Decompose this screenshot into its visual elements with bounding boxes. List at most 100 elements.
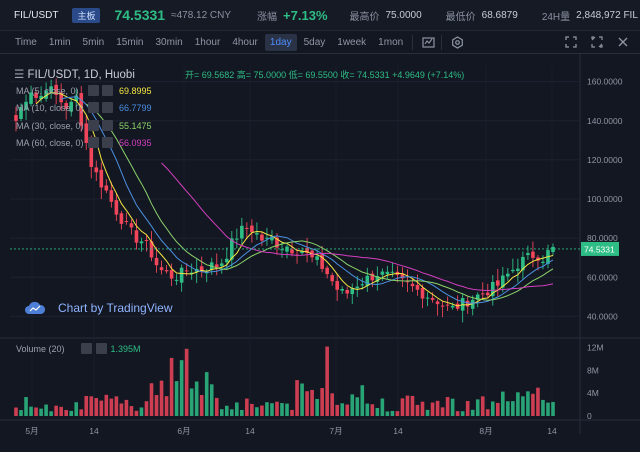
volume-bar xyxy=(360,385,365,416)
close-icon[interactable] xyxy=(102,120,113,131)
volume-bar xyxy=(516,392,520,416)
tf-5min[interactable]: 5min xyxy=(82,36,105,48)
screenshot-icon[interactable] xyxy=(588,33,606,51)
candle xyxy=(490,281,495,297)
candle xyxy=(360,284,365,286)
tf-time[interactable]: Time xyxy=(15,36,37,48)
volume-bar xyxy=(275,401,279,416)
volume-bar xyxy=(485,409,490,416)
volume-bar xyxy=(134,410,139,416)
volume-bar xyxy=(174,381,179,416)
candle xyxy=(410,283,415,287)
volume-bar xyxy=(219,409,224,416)
ma-legend-5: MA (5, close, 0) 69.8995 xyxy=(16,85,152,96)
candle xyxy=(109,190,114,202)
eye-icon[interactable] xyxy=(88,102,99,113)
candle xyxy=(79,93,84,126)
candle xyxy=(164,270,169,272)
tf-1mon[interactable]: 1mon xyxy=(378,36,404,48)
close-icon[interactable] xyxy=(614,33,632,51)
chart-area[interactable]: 160.0000 140.0000 120.0000 100.0000 80.0000 6… xyxy=(0,54,640,452)
fullscreen-icon[interactable] xyxy=(562,33,580,51)
volume-bar xyxy=(400,398,405,416)
tf-30min[interactable]: 30min xyxy=(155,36,183,48)
volume-bar xyxy=(29,406,33,416)
tf-1hour[interactable]: 1hour xyxy=(194,36,221,48)
current-price-label: 74.5331 xyxy=(584,244,615,254)
close-icon[interactable] xyxy=(102,102,113,113)
candle xyxy=(74,95,79,102)
candle xyxy=(495,280,500,286)
current-price-tag xyxy=(581,241,619,256)
tf-15min[interactable]: 15min xyxy=(116,36,144,48)
ohlc-readout: 开= 69.5682 高= 75.0000 低= 69.5500 收= 74.5… xyxy=(185,70,465,80)
volume-bar xyxy=(149,383,154,416)
candle xyxy=(240,225,244,239)
tradingview-watermark[interactable]: Chart by TradingView xyxy=(24,300,173,316)
volume-bar xyxy=(44,404,48,416)
volume-bar xyxy=(475,399,480,416)
volume-bar xyxy=(395,411,400,416)
volume-bar xyxy=(320,388,324,416)
price-tick-label: 40.0000 xyxy=(587,311,618,321)
volume-bar xyxy=(460,411,465,416)
eye-icon[interactable] xyxy=(88,85,99,96)
last-price: 74.5331 xyxy=(114,7,166,23)
candle xyxy=(390,271,395,273)
candle xyxy=(54,84,58,95)
candlestick-chart[interactable]: 160.0000 140.0000 120.0000 100.0000 80.0000 6… xyxy=(0,54,640,452)
volume-bar xyxy=(159,380,164,416)
date-tick-label: 14 xyxy=(245,426,255,436)
candle xyxy=(24,101,28,110)
indicators-icon[interactable] xyxy=(419,33,437,51)
price-tick-label: 80.0000 xyxy=(587,233,618,243)
ma-legend-60: MA (60, close, 0) 56.0935 xyxy=(16,137,152,148)
volume-bar xyxy=(280,403,284,416)
candle xyxy=(179,267,184,283)
candle xyxy=(531,251,535,258)
tf-5day[interactable]: 5day xyxy=(303,36,326,48)
candle xyxy=(350,288,355,295)
price-tick-label: 120.0000 xyxy=(587,155,623,165)
eye-icon[interactable] xyxy=(88,137,99,148)
close-icon[interactable] xyxy=(102,137,113,148)
eye-icon[interactable] xyxy=(88,120,99,131)
change-value: +7.13% xyxy=(283,7,328,23)
tf-1week[interactable]: 1week xyxy=(337,36,367,48)
candle xyxy=(219,263,224,267)
close-icon[interactable] xyxy=(102,85,113,96)
volume-bar xyxy=(54,405,58,416)
volume-bar xyxy=(64,410,68,416)
candle xyxy=(199,266,204,272)
volume-bar xyxy=(450,398,455,416)
tf-1day[interactable]: 1day xyxy=(264,33,297,51)
candle xyxy=(400,273,405,279)
price-tick-label: 60.0000 xyxy=(587,272,618,282)
volume-bar xyxy=(345,404,350,416)
candle xyxy=(430,297,435,300)
settings-icon[interactable] xyxy=(448,33,466,51)
tf-1min[interactable]: 1min xyxy=(48,36,71,48)
candle xyxy=(64,103,68,109)
date-tick-label: 14 xyxy=(393,426,403,436)
candle xyxy=(114,200,119,215)
candle xyxy=(380,271,385,275)
ma-legend-10: MA (10, close, 0) 66.7799 xyxy=(16,102,152,113)
volume-bar xyxy=(39,408,43,416)
close-icon[interactable] xyxy=(95,343,107,354)
candle xyxy=(370,273,375,281)
volume-bar xyxy=(415,404,420,416)
volume-bar xyxy=(405,395,410,416)
volume-bar xyxy=(365,403,370,416)
eye-icon[interactable] xyxy=(80,343,92,354)
pair-name[interactable]: FIL/USDT xyxy=(14,9,59,21)
volume-24h-label: 24H量 xyxy=(541,11,571,23)
candle xyxy=(89,141,94,167)
volume-bar xyxy=(355,397,360,416)
volume-bar xyxy=(49,411,53,416)
high-value: 75.0000 xyxy=(385,9,422,21)
volume-bar xyxy=(69,410,74,416)
candle xyxy=(345,289,350,294)
volume-bar xyxy=(230,409,234,416)
tf-4hour[interactable]: 4hour xyxy=(232,36,258,48)
